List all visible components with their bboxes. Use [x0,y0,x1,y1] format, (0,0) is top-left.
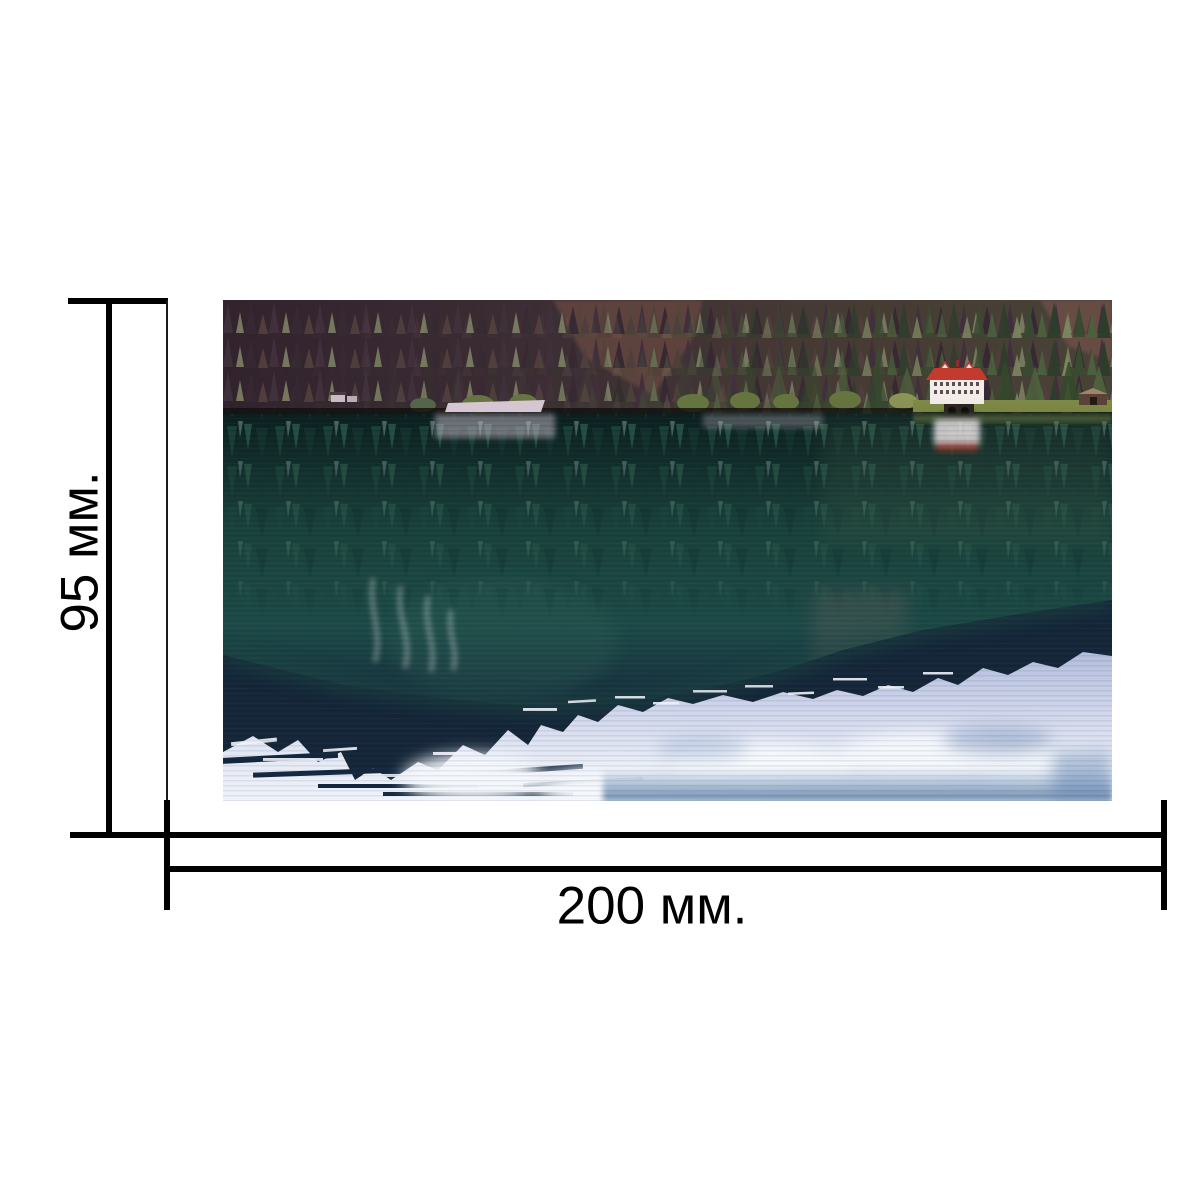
lake-photo-illustration [223,300,1112,801]
height-extension-line [166,300,168,800]
small-hut [1078,388,1108,405]
width-dimension-label: 200 мм. [556,876,748,936]
shore-sheds [330,392,357,402]
height-dimension-line [106,300,112,838]
product-photo [223,300,1112,801]
beach [445,400,545,412]
lakeside-house [926,360,988,416]
height-dimension-label: 95 мм. [50,471,110,633]
bottom-baseline [70,832,1167,838]
width-extension-line-left [164,800,170,910]
height-dimension-cap-top [68,298,168,304]
width-dimension-line [166,866,1167,872]
width-extension-line-right [1161,800,1167,910]
